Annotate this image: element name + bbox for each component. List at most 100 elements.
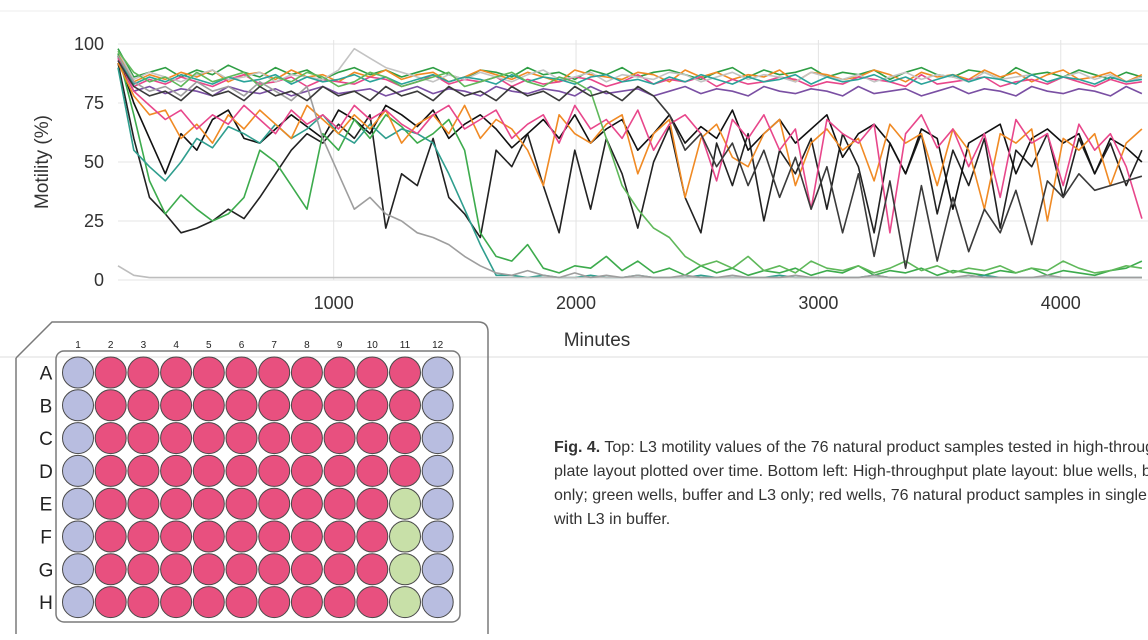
series-line-4	[117, 60, 1143, 97]
plate-well-sample	[323, 454, 356, 487]
plate-well-sample	[192, 586, 225, 619]
y-tick-label: 50	[84, 152, 104, 172]
plate-well-sample	[258, 553, 291, 586]
x-tick-label: 4000	[1041, 293, 1081, 313]
plate-column-label: 12	[432, 340, 444, 351]
plate-well-buffer	[62, 520, 94, 553]
plate-well-sample	[127, 356, 160, 389]
plate-well-sample	[389, 389, 421, 422]
plate-well-buffer	[62, 487, 94, 520]
plate-well-sample	[290, 553, 323, 586]
plate-well-sample	[323, 356, 356, 389]
plate-well-sample	[225, 520, 258, 553]
plate-well-sample	[356, 553, 389, 586]
plate-row-label: A	[40, 364, 53, 385]
plate-well-sample	[94, 454, 127, 487]
series-line-8	[117, 55, 1143, 210]
plate-row-label: F	[40, 528, 52, 549]
plate-well-sample	[356, 454, 389, 487]
plate-column-label: 11	[400, 340, 411, 351]
figure-label: Fig. 4.	[554, 439, 601, 456]
motility-chart: 0 25 50 75 100 1000 2000 3000 4000 Minutes Motil…	[0, 10, 1148, 358]
x-tick-label: 2000	[556, 293, 596, 313]
plate-well-sample	[258, 454, 291, 487]
plate-well-sample	[160, 586, 193, 619]
y-tick-label: 100	[74, 34, 104, 54]
plate-well-buffer	[421, 389, 454, 422]
plate-column-label: 1	[75, 340, 81, 351]
series-line-13	[117, 57, 1143, 234]
figure-caption-text: Top: L3 motility values of the 76 natura…	[554, 439, 1148, 528]
plate-well-buffer	[421, 356, 454, 389]
plate-well-sample	[127, 422, 160, 455]
plate-well-buffer	[62, 454, 94, 487]
plate-well-sample	[290, 520, 323, 553]
plate-well-sample	[94, 487, 127, 520]
plate-well-sample	[94, 356, 127, 389]
plate-well-l3	[389, 553, 421, 586]
plate-column-label: 6	[239, 340, 245, 351]
plate-well-sample	[192, 454, 225, 487]
series-line-16	[117, 60, 1143, 270]
plate-well-sample	[225, 389, 258, 422]
plate-column-label: 10	[367, 340, 379, 351]
plate-column-label: 5	[206, 340, 212, 351]
series-line-1	[117, 48, 1143, 81]
plate-well-sample	[127, 553, 160, 586]
plate-well-sample	[225, 454, 258, 487]
plate-column-label: 2	[108, 340, 114, 351]
plate-well-sample	[258, 586, 291, 619]
plate-well-sample	[192, 389, 225, 422]
plate-well-l3	[389, 586, 421, 619]
plate-well-sample	[290, 356, 323, 389]
plate-well-sample	[192, 356, 225, 389]
series-line-15	[117, 55, 1142, 279]
plate-wells	[62, 356, 454, 619]
chart-gridlines	[118, 40, 1148, 281]
plate-well-sample	[258, 520, 291, 553]
plate-well-sample	[94, 422, 127, 455]
plate-well-sample	[356, 520, 389, 553]
plate-well-sample	[160, 553, 193, 586]
x-tick-label: 3000	[798, 293, 838, 313]
plate-well-sample	[94, 586, 127, 619]
plate-column-label: 3	[141, 340, 147, 351]
plate-column-label: 7	[271, 340, 277, 351]
series-line-14	[117, 50, 1143, 274]
plate-well-buffer	[421, 454, 454, 487]
plate-well-buffer	[62, 553, 94, 586]
plate-well-sample	[323, 487, 356, 520]
plate-well-sample	[127, 520, 160, 553]
plate-well-sample	[356, 356, 389, 389]
plate-well-sample	[290, 586, 323, 619]
plate-well-sample	[192, 422, 225, 455]
plate-well-sample	[290, 422, 323, 455]
plate-well-sample	[258, 422, 291, 455]
chart-axes: 0 25 50 75 100 1000 2000 3000 4000	[74, 34, 1081, 313]
series-line-11	[117, 265, 1142, 279]
plate-row-label: G	[39, 560, 54, 581]
plate-column-label: 9	[337, 340, 343, 351]
plate-well-buffer	[62, 586, 94, 619]
plate-well-sample	[225, 356, 258, 389]
plate-row-label: H	[39, 593, 53, 614]
plate-well-sample	[192, 553, 225, 586]
plate-well-l3	[389, 487, 421, 520]
plate-well-sample	[160, 389, 193, 422]
plate-well-buffer	[421, 487, 454, 520]
plate-well-sample	[290, 487, 323, 520]
plate-well-buffer	[421, 422, 454, 455]
plate-well-sample	[258, 487, 291, 520]
plate-well-sample	[160, 487, 193, 520]
plate-well-sample	[127, 389, 160, 422]
series-line-6	[117, 57, 1143, 85]
plate-well-sample	[160, 356, 193, 389]
plate-well-sample	[323, 422, 356, 455]
plate-well-sample	[127, 487, 160, 520]
plate-well-sample	[258, 389, 291, 422]
plate-column-label: 8	[304, 340, 310, 351]
plate-well-sample	[225, 422, 258, 455]
plate-well-sample	[323, 586, 356, 619]
